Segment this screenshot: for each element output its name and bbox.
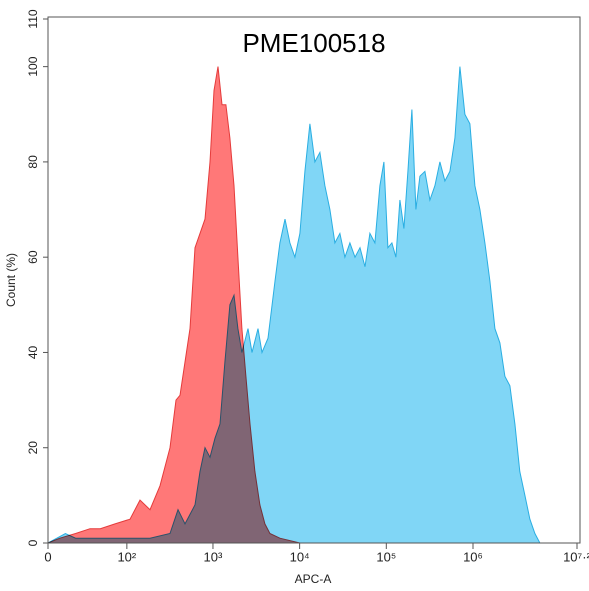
x-tick-label: 10⁴ (290, 549, 310, 564)
y-tick-label: 0 (26, 539, 40, 546)
x-tick-label: 10⁷·² (563, 549, 589, 564)
plot-areas (47, 66, 541, 544)
x-tick-label: 10³ (204, 549, 223, 564)
plot-frame (47, 16, 581, 544)
x-axis-label: APC-A (295, 572, 332, 586)
y-tick-label: 60 (26, 250, 40, 264)
x-tick-label: 10⁶ (463, 549, 483, 564)
y-tick-label: 100 (26, 56, 40, 76)
y-axis-label: Count (%) (4, 253, 18, 307)
y-tick-label: 20 (26, 441, 40, 455)
y-tick-label: 40 (26, 345, 40, 359)
chart-title: PME100518 (242, 28, 385, 58)
histogram-area (47, 66, 541, 544)
x-tick-label: 10⁵ (376, 549, 396, 564)
y-tick-label: 80 (26, 155, 40, 169)
x-tick-label: 0 (44, 549, 51, 564)
x-tick-label: 10² (117, 549, 136, 564)
y-tick-label: 110 (26, 9, 40, 28)
histogram-area (47, 66, 301, 544)
